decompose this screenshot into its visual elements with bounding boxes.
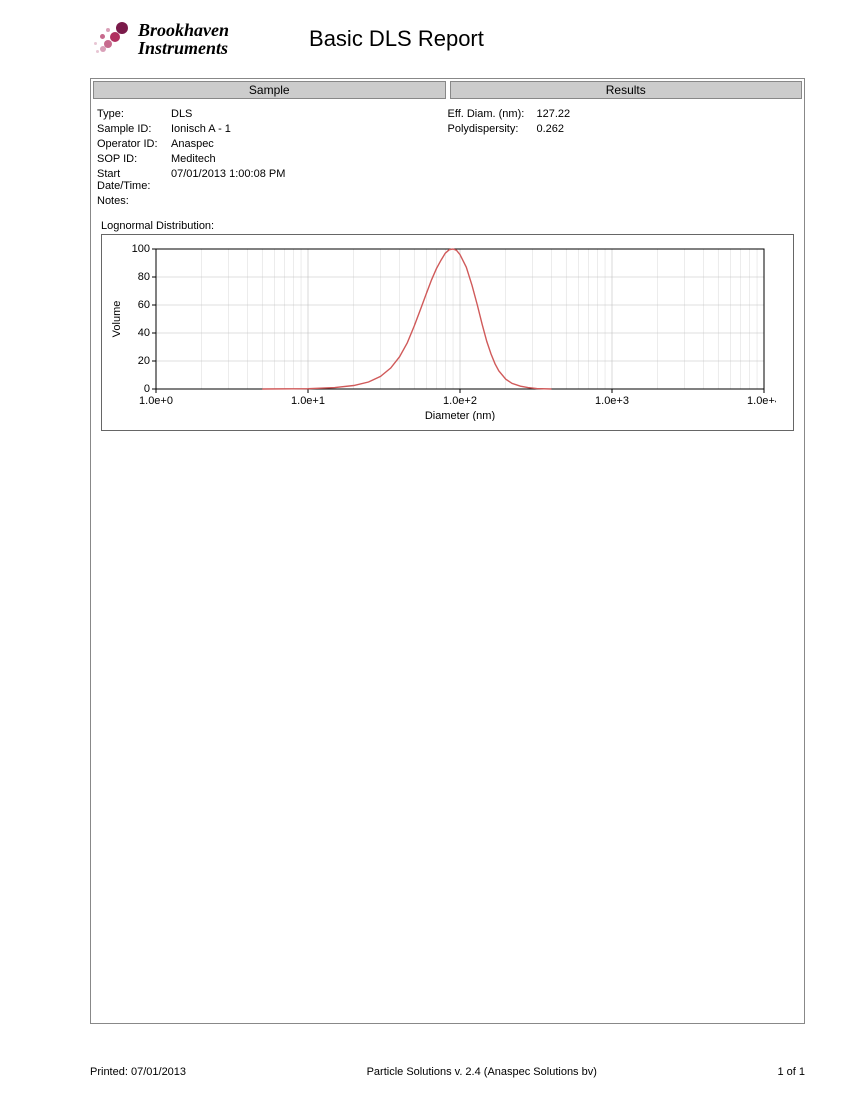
logo-line2: Instruments xyxy=(138,39,229,57)
report-body: Sample Results Type:DLS Sample ID:Ionisc… xyxy=(90,78,805,1024)
section-headers: Sample Results xyxy=(91,79,804,101)
start-value: 07/01/2013 1:00:08 PM xyxy=(167,168,285,180)
logo-text: Brookhaven Instruments xyxy=(138,21,229,57)
logo-line1: Brookhaven xyxy=(138,21,229,39)
svg-text:60: 60 xyxy=(138,299,150,311)
svg-text:1.0e+4: 1.0e+4 xyxy=(747,395,776,407)
svg-text:80: 80 xyxy=(138,271,150,283)
svg-text:40: 40 xyxy=(138,327,150,339)
svg-text:1.0e+0: 1.0e+0 xyxy=(139,395,173,407)
eff-diam-label: Eff. Diam. (nm): xyxy=(448,108,533,120)
poly-label: Polydispersity: xyxy=(448,123,533,135)
chart-svg: 0 20 40 60 80 100 1.0e+0 1.0e+1 1.0e+2 1.0e+3 1.0e… xyxy=(108,241,776,421)
sample-id-label: Sample ID: xyxy=(97,123,167,135)
report-title: Basic DLS Report xyxy=(309,26,484,52)
sample-section-header: Sample xyxy=(93,81,446,99)
svg-text:Diameter (nm): Diameter (nm) xyxy=(425,410,495,421)
printed-info: Printed: 07/01/2013 xyxy=(90,1066,186,1078)
printed-date: 07/01/2013 xyxy=(131,1066,186,1078)
notes-label: Notes: xyxy=(97,195,167,207)
svg-text:Volume: Volume xyxy=(111,301,123,338)
type-label: Type: xyxy=(97,108,167,120)
software-info: Particle Solutions v. 2.4 (Anaspec Solut… xyxy=(367,1066,597,1078)
poly-value: 0.262 xyxy=(533,123,565,135)
report-header: Brookhaven Instruments Basic DLS Report xyxy=(0,0,850,70)
company-logo: Brookhaven Instruments xyxy=(90,18,229,60)
info-grid: Type:DLS Sample ID:Ionisch A - 1 Operato… xyxy=(91,101,804,212)
page-number: 1 of 1 xyxy=(777,1066,805,1078)
svg-text:100: 100 xyxy=(132,243,150,255)
operator-label: Operator ID: xyxy=(97,138,167,150)
distribution-chart: 0 20 40 60 80 100 1.0e+0 1.0e+1 1.0e+2 1.0e+3 1.0e… xyxy=(101,234,794,431)
operator-value: Anaspec xyxy=(167,138,214,150)
svg-text:1.0e+2: 1.0e+2 xyxy=(443,395,477,407)
eff-diam-value: 127.22 xyxy=(533,108,571,120)
results-section-header: Results xyxy=(450,81,803,99)
svg-text:0: 0 xyxy=(144,383,150,395)
printed-label: Printed: xyxy=(90,1066,128,1078)
logo-dots-icon xyxy=(90,18,132,60)
sample-column: Type:DLS Sample ID:Ionisch A - 1 Operato… xyxy=(97,105,448,210)
type-value: DLS xyxy=(167,108,192,120)
sop-label: SOP ID: xyxy=(97,153,167,165)
report-footer: Printed: 07/01/2013 Particle Solutions v… xyxy=(90,1066,805,1078)
start-label: Start Date/Time: xyxy=(97,168,167,192)
svg-text:1.0e+1: 1.0e+1 xyxy=(291,395,325,407)
sop-value: Meditech xyxy=(167,153,216,165)
svg-text:20: 20 xyxy=(138,355,150,367)
sample-id-value: Ionisch A - 1 xyxy=(167,123,231,135)
distribution-label: Lognormal Distribution: xyxy=(101,220,794,232)
results-column: Eff. Diam. (nm):127.22 Polydispersity:0.… xyxy=(448,105,799,210)
svg-text:1.0e+3: 1.0e+3 xyxy=(595,395,629,407)
